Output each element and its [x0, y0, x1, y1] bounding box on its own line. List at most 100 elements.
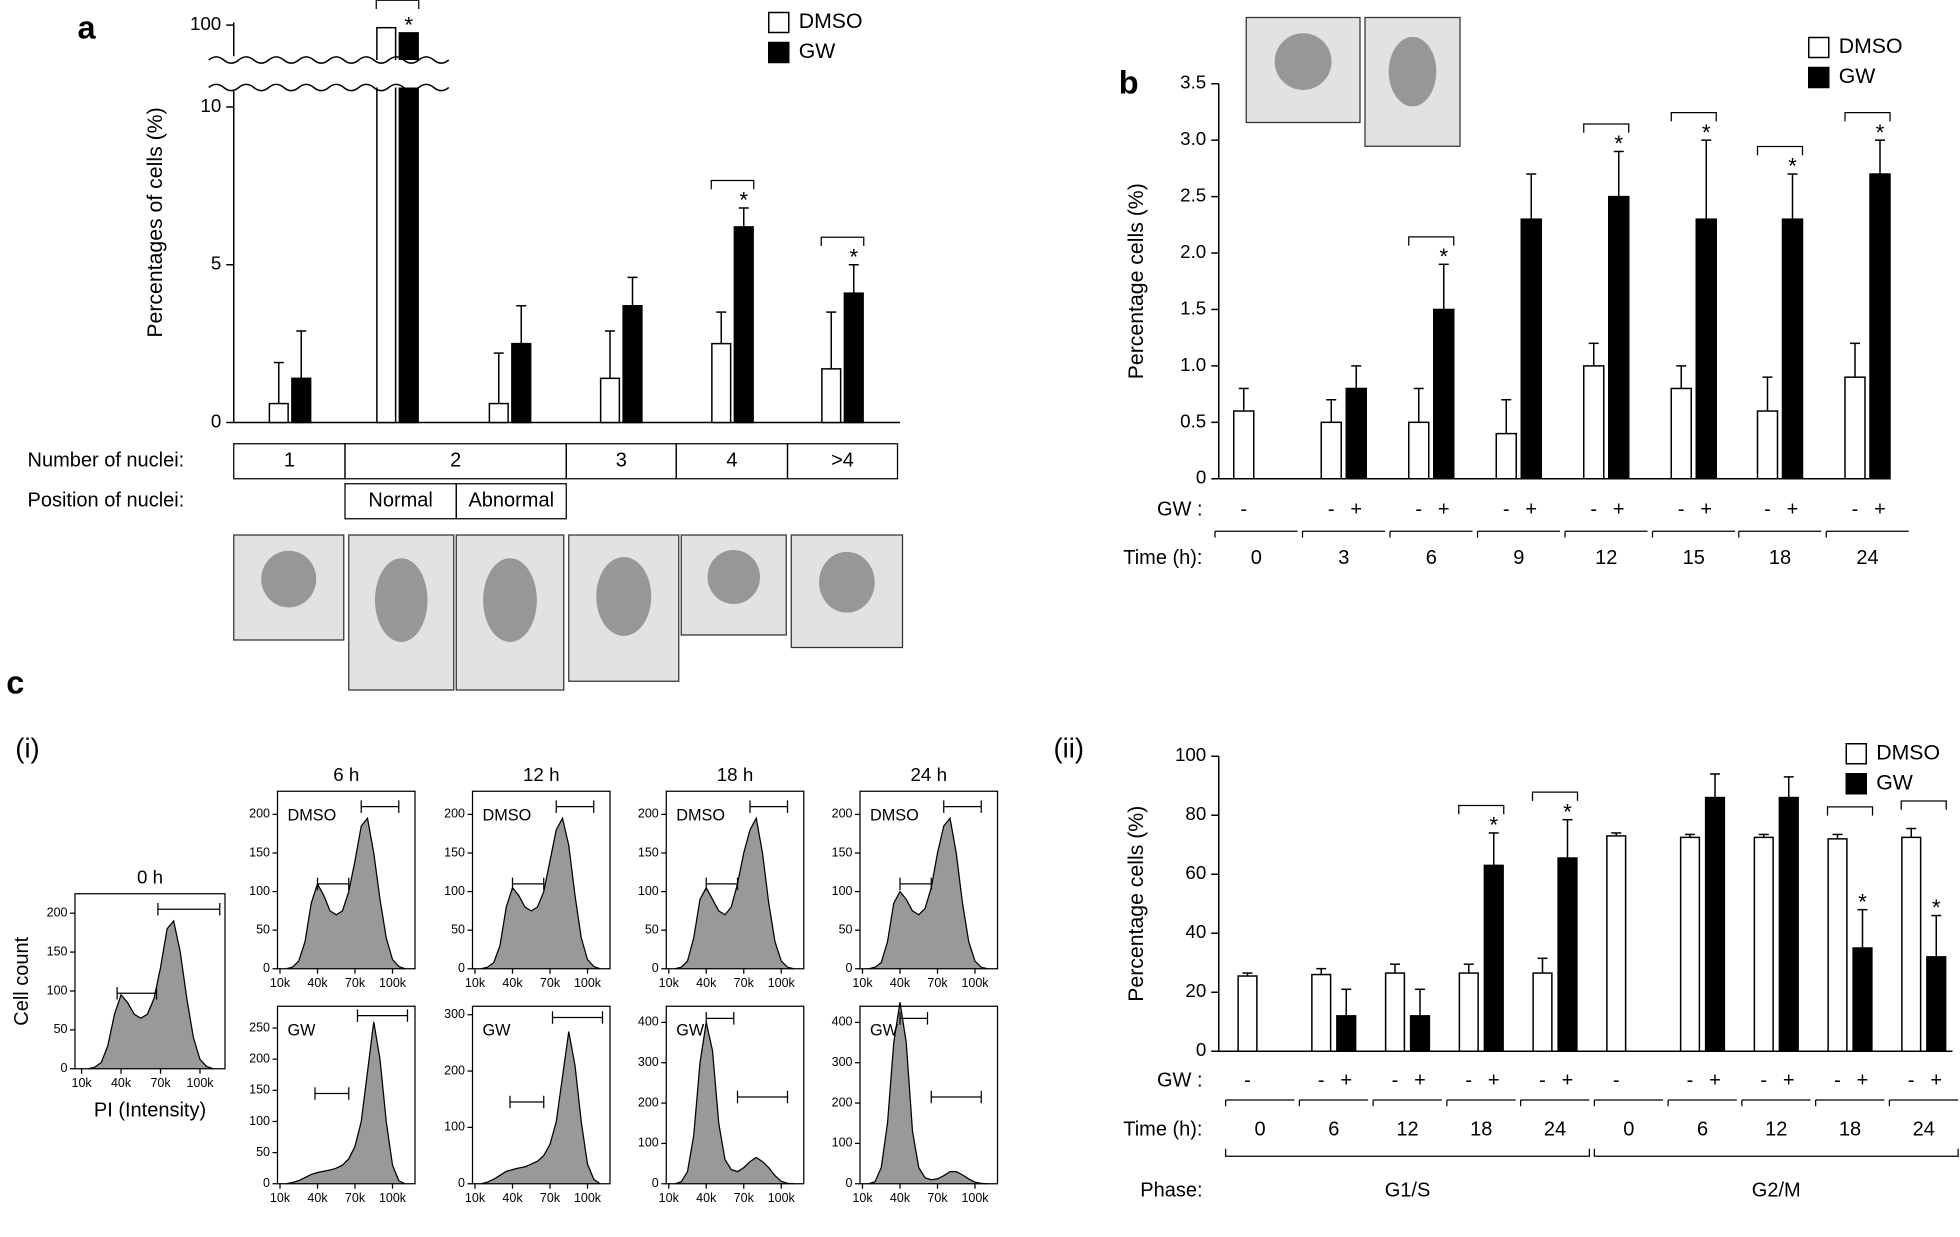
legend-swatch	[768, 41, 790, 64]
y-tick-label: 0	[458, 961, 465, 975]
gate	[705, 1012, 735, 1025]
plot-frame	[276, 790, 416, 970]
x-tick-label: 10k	[465, 1191, 486, 1205]
y-tick-label: 250	[249, 1020, 270, 1034]
bar	[1778, 796, 1799, 1052]
x-tick-label: 100k	[961, 1191, 989, 1205]
treatment-sign: -	[1678, 498, 1685, 520]
y-tick-label: 200	[444, 1063, 465, 1077]
panel-label: b	[1119, 65, 1139, 101]
treatment-sign: -	[1415, 498, 1422, 520]
treatment-sign: -	[1465, 1070, 1472, 1092]
significance-bracket	[1756, 145, 1804, 156]
x-tick-label: 70k	[734, 1191, 755, 1205]
x-tick-label: 18	[1769, 547, 1791, 569]
panel-title: 24 h	[911, 764, 948, 785]
x-tick-label: 12	[1595, 547, 1617, 569]
histogram-area	[286, 1021, 406, 1185]
treatment-sign: -	[1613, 1070, 1620, 1092]
y-tick-label: 100	[638, 884, 659, 898]
plot-frame	[859, 790, 999, 970]
significance-bracket	[375, 0, 420, 9]
bar	[511, 342, 532, 424]
condition-label: DMSO	[483, 807, 532, 825]
y-axis-label: Cell count	[11, 936, 33, 1025]
histogram-area	[286, 816, 406, 970]
y-tick-label: 100	[249, 884, 270, 898]
bar	[1532, 972, 1553, 1053]
significance-label: *	[1788, 154, 1797, 179]
gate	[316, 877, 350, 891]
bar	[1704, 796, 1726, 1052]
plot-frame	[665, 790, 805, 970]
significance-label: *	[1614, 131, 1623, 156]
histogram-area	[674, 816, 794, 970]
y-axis-label: Percentages of cells (%)	[143, 107, 167, 337]
plot-frame	[74, 893, 226, 1070]
plot-frame	[276, 1005, 416, 1185]
panel-label: (ii)	[1053, 732, 1084, 763]
y-tick-label: 100	[249, 1114, 270, 1128]
panel-title: 0 h	[137, 867, 163, 888]
treatment-sign: +	[1438, 498, 1450, 520]
y-tick-label: 200	[638, 807, 659, 821]
bar	[599, 377, 621, 424]
y-tick-label: 150	[249, 845, 270, 859]
table-text: >4	[831, 450, 854, 472]
bar	[1495, 432, 1517, 480]
x-tick-label: 40k	[502, 1191, 523, 1205]
treatment-sign: +	[1787, 498, 1799, 520]
y-tick-label: 100	[444, 1120, 465, 1134]
x-tick-label: 18	[1470, 1118, 1492, 1140]
histogram-area	[674, 1022, 794, 1185]
treatment-sign: -	[1240, 498, 1247, 520]
bar	[1384, 972, 1406, 1053]
x-tick-label: 10k	[659, 976, 680, 990]
condition-label: GW	[676, 1022, 705, 1040]
y-tick-label: 40	[1185, 921, 1206, 942]
y-tick-label: 50	[645, 922, 659, 936]
treatment-sign: +	[1783, 1070, 1795, 1092]
table-cell	[455, 483, 567, 520]
legend-label: DMSO	[1839, 34, 1903, 58]
gate	[899, 1012, 929, 1025]
treatment-sign: -	[1687, 1070, 1694, 1092]
gate	[705, 877, 739, 891]
row-label: GW :	[1157, 1070, 1203, 1092]
panel-label: (i)	[15, 732, 39, 763]
y-tick-label: 50	[54, 1022, 68, 1036]
treatment-sign: -	[1328, 498, 1335, 520]
x-tick-label: 40k	[307, 976, 328, 990]
phase-bracket	[1225, 1148, 1590, 1157]
histogram-area	[481, 816, 601, 970]
y-tick-label: 200	[47, 905, 68, 919]
bar	[1520, 218, 1542, 480]
x-tick-label: 70k	[927, 976, 948, 990]
x-tick-label: 40k	[890, 976, 911, 990]
phase-bracket	[1593, 1148, 1959, 1157]
treatment-sign: +	[1857, 1070, 1869, 1092]
y-tick-label: 150	[47, 944, 68, 958]
bar	[1608, 195, 1630, 480]
condition-label: GW	[288, 1022, 317, 1040]
y-tick-label: 0	[211, 410, 221, 431]
bar	[1827, 838, 1848, 1053]
x-tick-label: 24	[1544, 1118, 1566, 1140]
histogram-area	[868, 816, 988, 970]
y-tick-label: 100	[832, 1136, 853, 1150]
table-text: Normal	[368, 490, 432, 512]
y-tick-label: 300	[444, 1007, 465, 1021]
gate	[736, 1090, 789, 1104]
x-tick-label: 12	[1396, 1118, 1418, 1140]
bar	[1869, 173, 1891, 480]
y-tick-label: 200	[832, 807, 853, 821]
significance-label: *	[739, 188, 748, 213]
row-label: GW :	[1157, 498, 1203, 520]
x-tick-label: 70k	[345, 1191, 366, 1205]
bar	[1583, 365, 1605, 480]
y-tick-label: 400	[638, 1015, 659, 1029]
y-tick-label: 100	[47, 983, 68, 997]
row-label: Time (h):	[1123, 547, 1202, 569]
x-tick-label: 10k	[465, 976, 486, 990]
